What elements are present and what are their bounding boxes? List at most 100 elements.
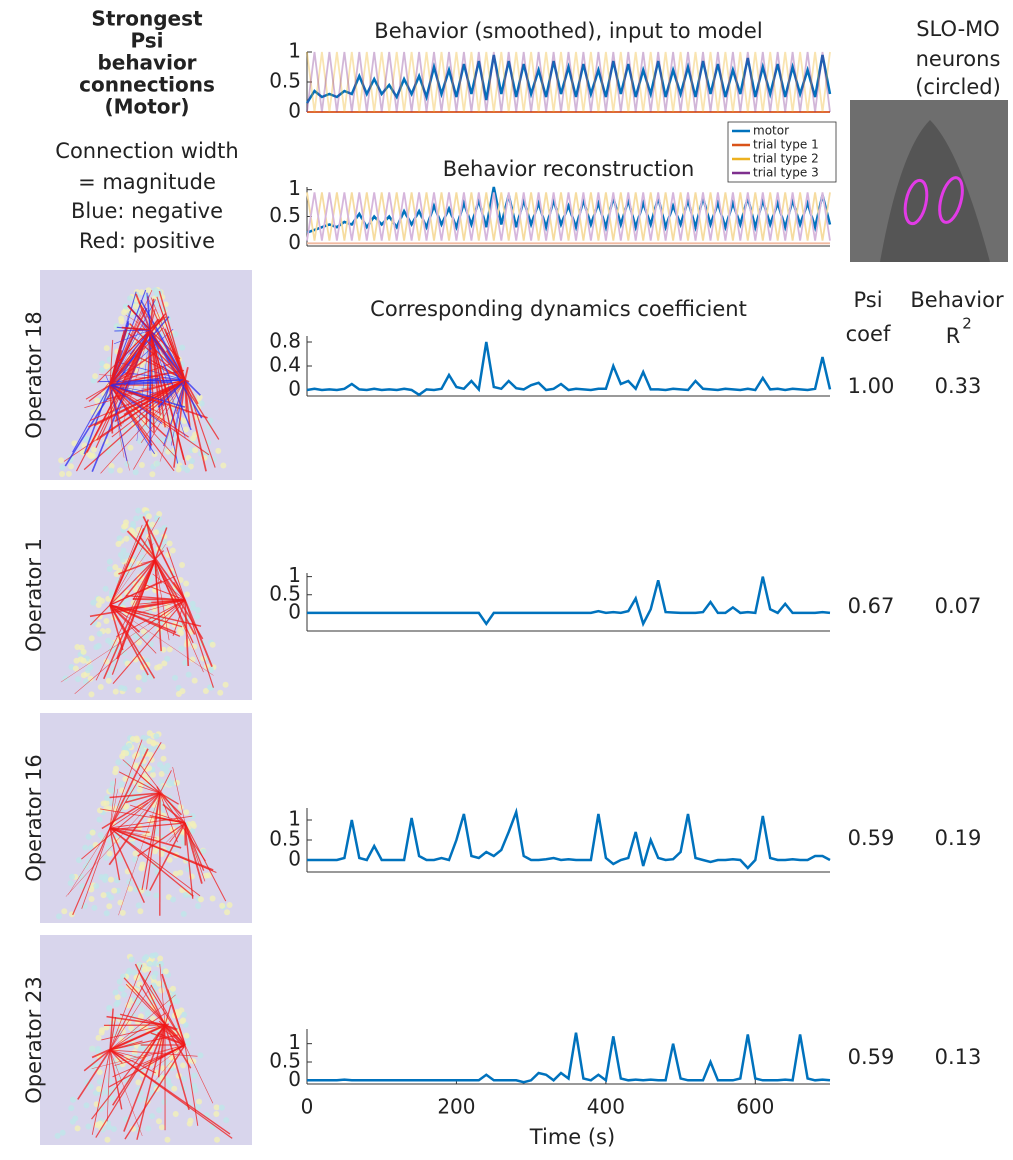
- neuron: [166, 856, 173, 863]
- neuron: [117, 899, 124, 906]
- neuron: [109, 780, 116, 787]
- connection: [132, 559, 156, 600]
- neuron: [121, 991, 128, 998]
- x-tick-label: 600: [736, 1095, 774, 1119]
- neuron: [147, 745, 154, 752]
- connection: [138, 774, 161, 794]
- neuron: [157, 960, 164, 967]
- neuron: [116, 978, 123, 985]
- connection: [134, 963, 166, 1026]
- connection: [109, 827, 121, 881]
- connection: [129, 323, 186, 381]
- neuron: [207, 667, 214, 674]
- neuron: [101, 876, 108, 883]
- neuron: [145, 1125, 152, 1132]
- neuron: [85, 1123, 92, 1130]
- neuron: [132, 656, 139, 663]
- connection: [151, 1044, 186, 1071]
- connection: [184, 379, 207, 472]
- neuron: [223, 1117, 230, 1124]
- connection: [117, 559, 156, 607]
- neuron: [179, 344, 186, 351]
- connection: [112, 1024, 166, 1106]
- connection: [154, 543, 166, 561]
- superscript: 2: [962, 315, 972, 333]
- neuron: [68, 1105, 75, 1112]
- connection: [109, 1023, 170, 1051]
- neuron: [98, 597, 105, 604]
- connection: [109, 308, 143, 386]
- neuron: [182, 892, 189, 899]
- neuron: [76, 857, 83, 864]
- neuron: [170, 896, 177, 903]
- neuron: [135, 1079, 142, 1086]
- neuron: [202, 872, 209, 879]
- connection: [138, 535, 186, 601]
- x-axis-label: Time (s): [529, 1125, 615, 1149]
- neuron: [149, 521, 156, 528]
- neuron: [135, 902, 142, 909]
- neuron: [122, 303, 129, 310]
- neuron: [105, 1123, 112, 1130]
- column-header: coef: [846, 322, 891, 346]
- neuron: [91, 904, 98, 911]
- neuron: [147, 641, 154, 648]
- connection: [149, 329, 186, 438]
- connection: [75, 329, 151, 472]
- neuron: [99, 367, 106, 374]
- neuron: [138, 865, 145, 872]
- neuron: [136, 639, 143, 646]
- neuron: [120, 547, 127, 554]
- brain-shape: [880, 120, 990, 262]
- connection: [136, 1024, 166, 1140]
- neuron: [162, 1059, 169, 1066]
- neuron: [166, 540, 173, 547]
- neuron: [84, 667, 91, 674]
- connection: [109, 528, 145, 606]
- neuron: [65, 470, 72, 477]
- connection: [149, 329, 175, 446]
- neuron: [166, 646, 173, 653]
- neuron: [180, 1017, 187, 1024]
- connection: [154, 527, 168, 561]
- neuron: [123, 803, 130, 810]
- neuron: [55, 913, 62, 920]
- connection: [109, 384, 114, 434]
- connection: [109, 788, 119, 829]
- neuron: [164, 655, 171, 662]
- neuron: [183, 809, 190, 816]
- connection: [109, 350, 158, 386]
- connection: [184, 599, 213, 668]
- neuron: [144, 1009, 151, 1016]
- neuron: [103, 617, 110, 624]
- connection: [145, 792, 161, 890]
- connection: [149, 822, 186, 891]
- connection: [84, 379, 186, 408]
- neuron: [99, 360, 106, 367]
- neuron: [177, 834, 184, 841]
- y-tick-label: 1: [288, 807, 301, 831]
- connection: [138, 971, 186, 1046]
- connection: [161, 552, 186, 601]
- neuron: [181, 1075, 188, 1082]
- connection: [109, 827, 182, 849]
- connection: [109, 604, 136, 612]
- neuron: [58, 457, 65, 464]
- connection: [149, 329, 169, 395]
- connection: [103, 559, 156, 680]
- behavior-r2: 0.19: [935, 826, 982, 850]
- neuron: [137, 908, 144, 915]
- connection: [109, 1008, 114, 1051]
- series-line: [306, 341, 832, 397]
- connection: [154, 1044, 186, 1082]
- chart-title: Behavior (smoothed), input to model: [374, 19, 762, 43]
- neuron: [106, 1005, 113, 1012]
- neuron: [189, 600, 196, 607]
- neuron: [137, 1013, 144, 1020]
- note: Connection width: [55, 139, 238, 163]
- connection: [164, 328, 186, 381]
- connection: [60, 599, 186, 683]
- psi-coef: 0.67: [848, 594, 895, 618]
- neuron: [194, 613, 201, 620]
